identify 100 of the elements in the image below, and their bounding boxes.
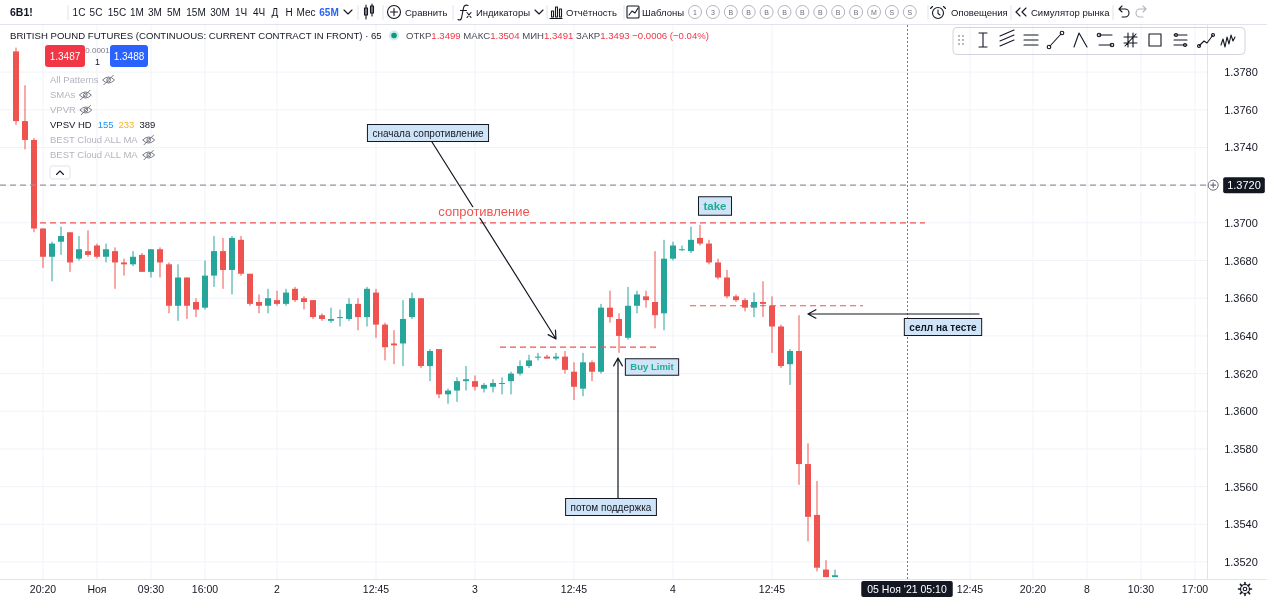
y-tick-label: 1.3520 (1224, 556, 1258, 569)
candlestick (670, 241, 676, 262)
candlestick (679, 244, 685, 252)
candlestick (121, 258, 127, 277)
candlestick (526, 354, 532, 369)
y-tick-label: 1.3640 (1224, 329, 1258, 342)
candlestick (481, 382, 487, 393)
text: 1Ч (234, 7, 248, 18)
candlestick (346, 297, 352, 322)
text: 3М (148, 7, 162, 18)
text: Д (271, 7, 279, 18)
x-tick-label: 16:00 (191, 582, 219, 595)
candlestick (157, 246, 163, 278)
candlestick (499, 376, 505, 395)
candlestick (409, 292, 415, 320)
text: 65М (319, 7, 339, 18)
y-tick-label: 1.3600 (1224, 405, 1258, 418)
x-tick-label: 05 Ноя '21 05:10 (867, 582, 947, 595)
x-tick-label: 8 (1084, 582, 1091, 595)
candlestick (463, 365, 469, 392)
x-tick-label: 3 (472, 582, 479, 595)
candlestick (562, 350, 568, 375)
candlestick (337, 309, 343, 327)
candlestick (256, 293, 262, 314)
candlestick (130, 250, 136, 267)
candlestick (193, 297, 199, 318)
text: Индикаторы (476, 7, 531, 18)
text: 5С (89, 7, 103, 18)
annotation: take (703, 200, 727, 213)
x-tick-label: 12:45 (560, 582, 588, 595)
candlestick (319, 312, 325, 322)
y-tick-label: 1.3540 (1224, 518, 1258, 531)
y-tick-label: 1.3700 (1224, 216, 1258, 229)
candlestick (535, 352, 541, 361)
text: 4Ч (252, 7, 266, 18)
x-tick-label: 20:20 (1019, 582, 1047, 595)
text: Симулятор рынка (1031, 7, 1111, 18)
annotation: сначала сопротивление (372, 127, 484, 139)
candlestick (553, 352, 559, 361)
candlestick (148, 248, 154, 278)
y-tick-label: 1.3780 (1224, 66, 1258, 79)
annotation: 0.0001 (85, 46, 111, 55)
ref-line-label: 1.3720 (1227, 179, 1261, 192)
y-tick-label: 1.3580 (1224, 442, 1258, 455)
y-tick-label: 1.3740 (1224, 141, 1258, 154)
candlestick (220, 237, 226, 290)
candlestick (139, 252, 145, 273)
candlestick (265, 288, 271, 314)
candlestick (76, 235, 82, 262)
text: Шаблоны (642, 7, 685, 18)
annotation: SMAs (50, 89, 76, 100)
text: 6B1! (10, 6, 33, 18)
y-tick-label: 1.3660 (1224, 292, 1258, 305)
candlestick (832, 569, 838, 578)
candlestick (607, 290, 613, 324)
candlestick (355, 297, 361, 331)
annotation: All Patterns (50, 74, 99, 85)
candlestick (643, 290, 649, 309)
x-tick-label: 4 (670, 582, 677, 595)
text: 1М (130, 7, 144, 18)
candlestick (544, 354, 550, 360)
x-tick-label: 12:45 (956, 582, 984, 595)
x-tick-label: 2 (274, 582, 281, 595)
text: ОТКР1.3499 МАКС1.3504 МИН1.3491 ЗАКР1.3493 −0.0006 (−0.04%) (406, 30, 710, 41)
x-tick-label: 12:45 (758, 582, 786, 595)
x-tick-label: 09:30 (137, 582, 165, 595)
candlestick (58, 226, 64, 256)
text: Н (285, 7, 293, 18)
candlestick (634, 290, 640, 314)
text: Сравнить (405, 7, 448, 18)
text: Мес (296, 7, 316, 18)
candlestick (706, 239, 712, 265)
x-tick-label: 10:30 (1127, 582, 1155, 595)
candlestick (508, 371, 514, 395)
annotation: BEST Cloud ALL MA (50, 134, 139, 145)
candlestick (454, 376, 460, 403)
candlestick (688, 226, 694, 254)
annotation: BEST Cloud ALL MA (50, 149, 139, 160)
text: BRITISH POUND FUTURES (CONTINUOUS: CURRENT CONTRACT IN FRONT) · 65 (10, 30, 382, 41)
candlestick (382, 322, 388, 361)
candlestick (751, 292, 757, 318)
candlestick (715, 258, 721, 280)
candlestick (274, 290, 280, 307)
annotation: VPVR (50, 104, 77, 115)
x-tick-label: 17:00 (1181, 582, 1209, 595)
candlestick (733, 293, 739, 303)
x-tick-label: Ноя (87, 582, 107, 595)
annotation: Buy Limit (630, 361, 675, 373)
text: 5М (167, 7, 181, 18)
y-tick-label: 1.3560 (1224, 480, 1258, 493)
text: 15С (107, 7, 127, 18)
candlestick (589, 359, 595, 382)
candlestick (391, 329, 397, 365)
candlestick (103, 243, 109, 263)
annotation: селл на тесте (909, 321, 978, 333)
x-tick-label: 20:20 (29, 582, 57, 595)
candlestick (472, 374, 478, 392)
candlestick (571, 361, 577, 401)
annotation: потом поддержка (570, 501, 652, 513)
annotation: 389 (139, 119, 156, 130)
